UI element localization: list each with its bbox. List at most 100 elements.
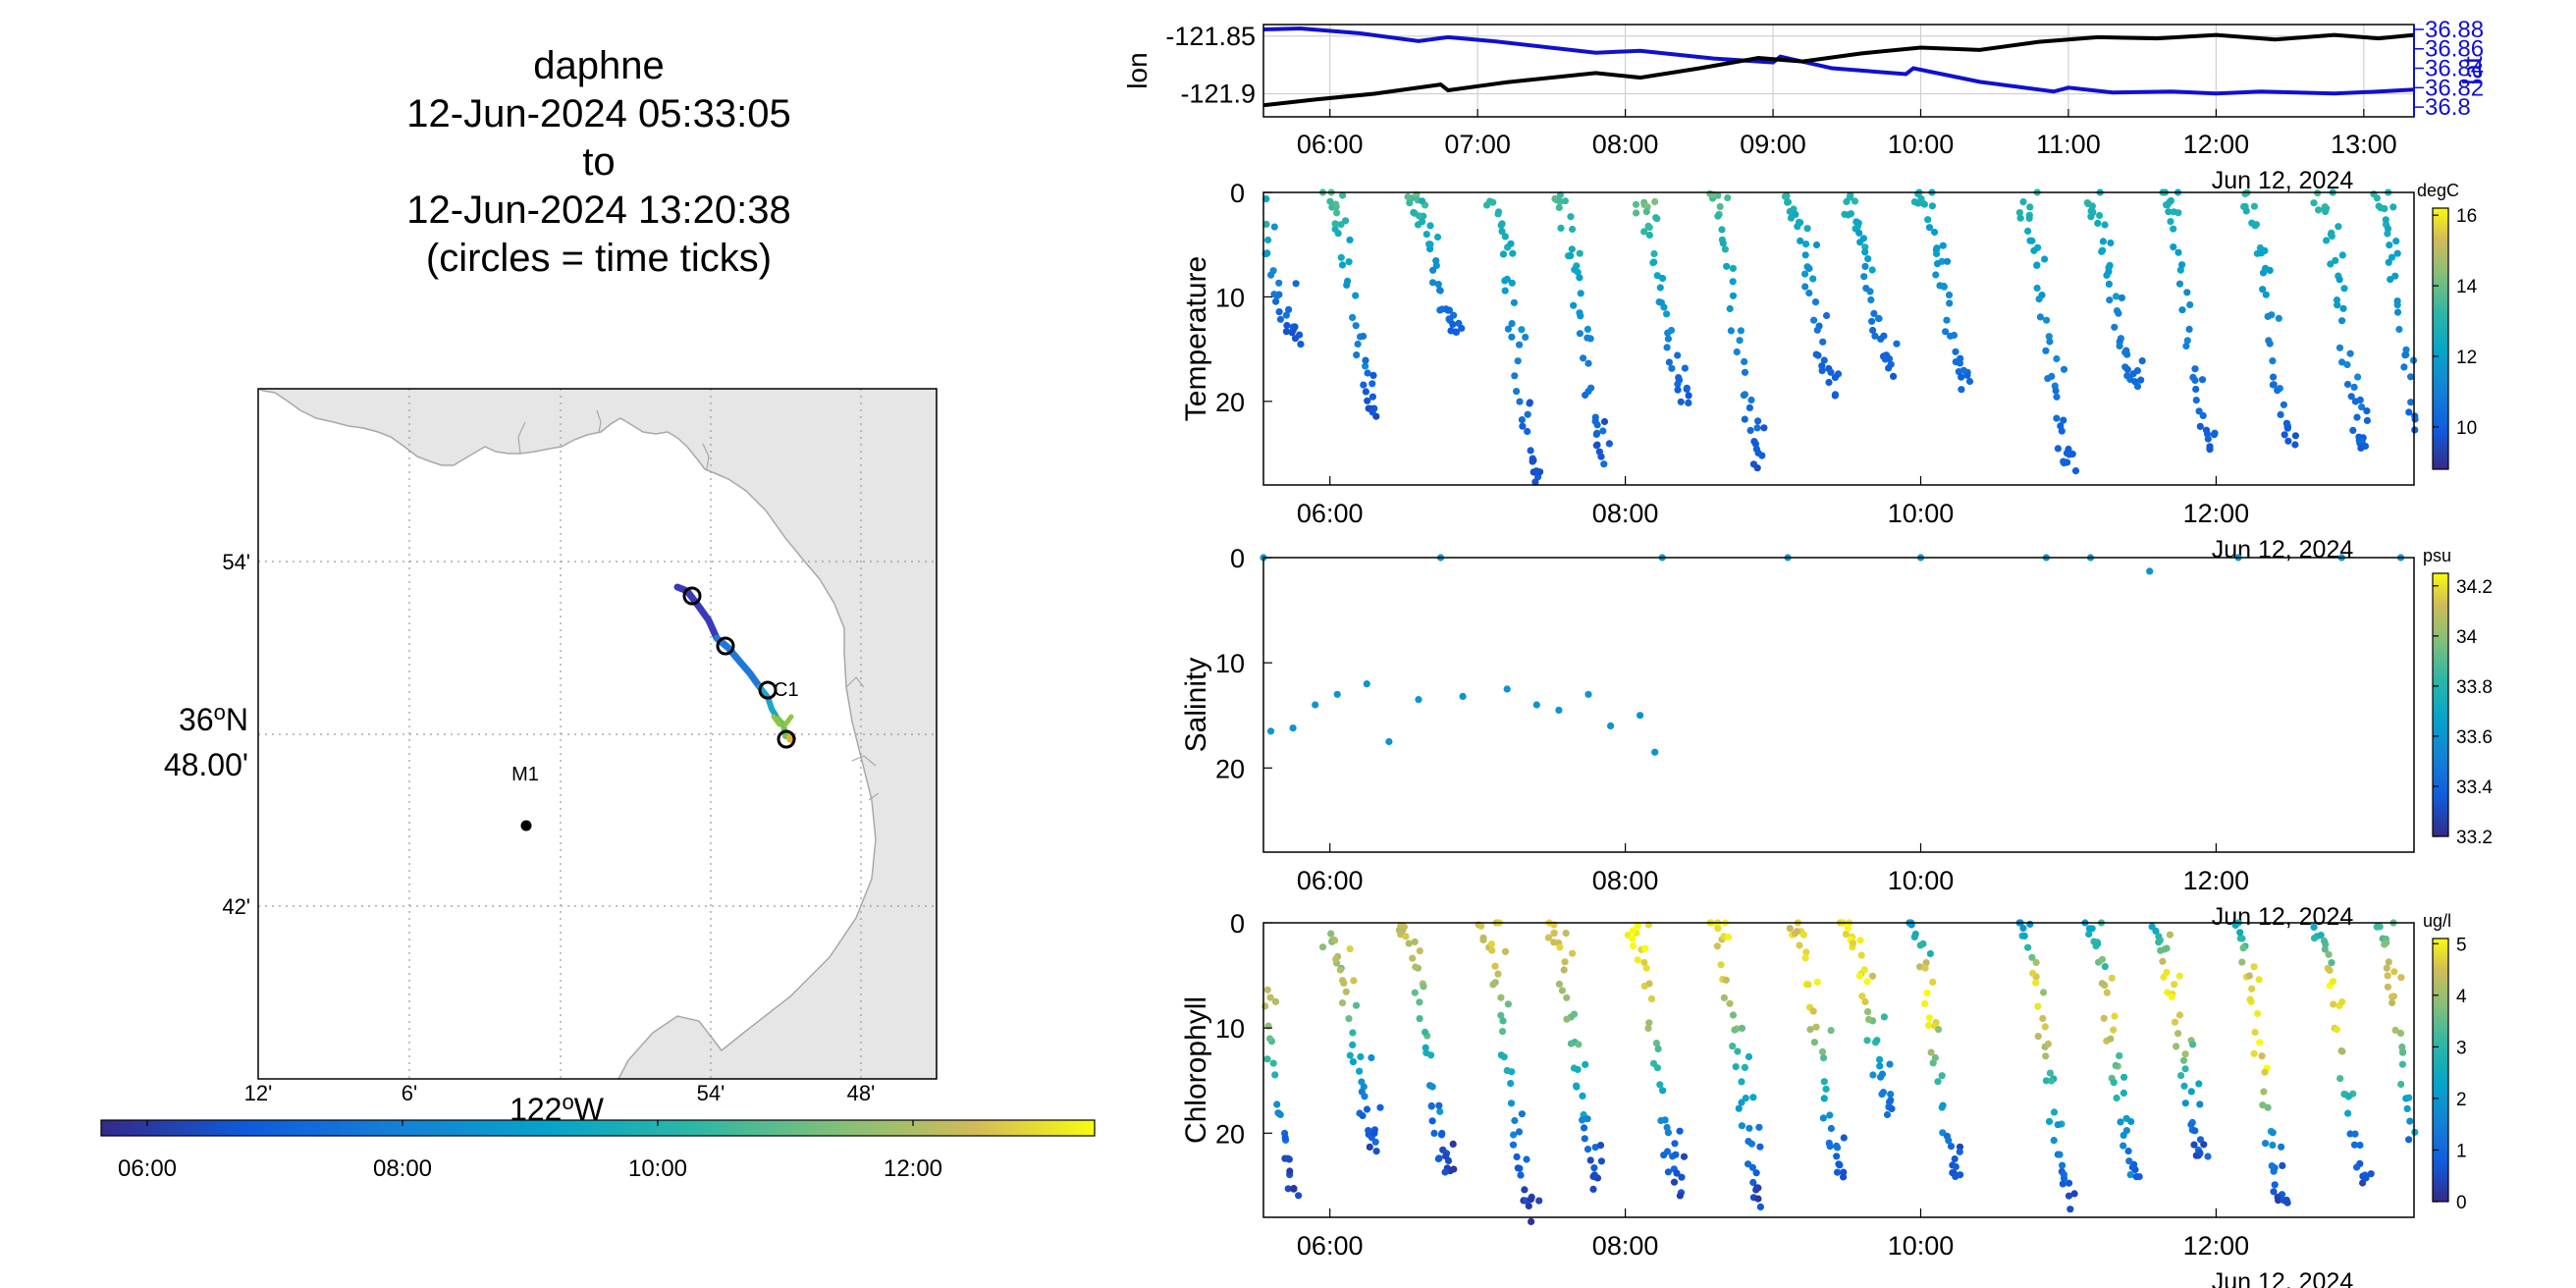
data-point: [2383, 964, 2390, 972]
data-point: [2028, 953, 2036, 961]
data-point: [2344, 1109, 2352, 1117]
data-point: [2291, 432, 2299, 440]
data-point: [2195, 407, 2203, 415]
data-point: [1516, 398, 1524, 405]
y-tick-label: 10: [1215, 1014, 1245, 1044]
data-point: [1725, 934, 1733, 941]
data-point: [1804, 981, 1812, 989]
data-point: [1729, 1043, 1737, 1050]
data-point: [1734, 1047, 1742, 1055]
data-point: [1569, 225, 1577, 234]
data-point: [2039, 1014, 2047, 1023]
data-point: [1563, 993, 1571, 1001]
colorbar-tick-label: 12: [2456, 348, 2477, 368]
data-point: [1283, 321, 1291, 330]
data-point: [2171, 1018, 2179, 1026]
data-point: [1281, 1134, 1289, 1142]
data-point: [1784, 198, 1793, 206]
data-point: [2400, 363, 2408, 371]
data-point: [1805, 264, 1813, 273]
data-point: [1357, 1052, 1365, 1061]
data-point: [2070, 1190, 2078, 1198]
data-point: [2411, 415, 2419, 423]
data-point: [1497, 1011, 1505, 1019]
temperature-colorbar-ticks: 16 14 12 10: [2433, 206, 2478, 439]
data-point: [2191, 365, 2199, 373]
data-point: [1673, 1169, 1681, 1177]
data-point: [2405, 408, 2413, 416]
data-point: [1741, 391, 1748, 399]
data-point: [2053, 354, 2061, 363]
data-point: [2317, 932, 2325, 939]
temperature-axis-label: Temperature: [1180, 256, 1212, 421]
data-point: [1436, 287, 1444, 295]
data-point: [1562, 930, 1570, 938]
data-point: [1430, 1129, 1438, 1137]
data-point: [1651, 748, 1659, 756]
data-point: [1820, 1054, 1828, 1062]
data-point: [2242, 207, 2250, 215]
data-point: [1285, 305, 1293, 313]
data-point: [1568, 245, 1576, 253]
data-point: [2060, 1170, 2067, 1178]
data-point: [1334, 230, 1342, 238]
data-point: [1581, 1124, 1588, 1132]
data-point: [1644, 222, 1652, 230]
data-point: [2121, 349, 2129, 356]
map-lon-ticks: 12' 6' 54' 48': [244, 1081, 876, 1105]
data-point: [2098, 955, 2107, 963]
data-point: [1527, 1196, 1535, 1204]
data-point: [1887, 1091, 1895, 1099]
data-point: [1886, 1099, 1894, 1106]
data-point: [1513, 1153, 1521, 1160]
data-point: [2262, 291, 2270, 298]
data-point: [2264, 1103, 2272, 1111]
data-point: [1925, 1021, 1933, 1030]
data-point: [1663, 1123, 1671, 1132]
data-point: [2389, 203, 2397, 211]
data-point: [1738, 1078, 1745, 1086]
data-point: [2190, 1141, 2198, 1149]
data-point: [1854, 219, 1862, 227]
data-point: [2098, 980, 2106, 988]
data-point: [1958, 386, 1965, 394]
data-point: [1364, 369, 1371, 377]
data-point: [2210, 431, 2219, 439]
data-point: [2191, 1127, 2199, 1135]
data-point: [1445, 315, 1453, 323]
data-point: [1503, 1066, 1511, 1075]
data-point: [2339, 304, 2347, 312]
data-point: [1583, 1115, 1591, 1123]
data-point: [2113, 1094, 2120, 1102]
data-point: [1862, 285, 1870, 293]
y-tick-label: 10: [1215, 283, 1245, 312]
data-point: [1741, 415, 1748, 423]
data-point: [2112, 1061, 2120, 1069]
data-point: [1877, 335, 1885, 343]
data-point: [2356, 1141, 2364, 1150]
data-point: [1579, 1116, 1586, 1124]
data-point: [1416, 998, 1423, 1006]
data-point: [1865, 1015, 1873, 1023]
data-point: [2333, 296, 2341, 304]
data-point: [1524, 427, 1531, 436]
data-point: [1958, 373, 1965, 381]
data-point: [1337, 253, 1345, 261]
data-point: [1477, 922, 1485, 930]
map-panel: 54' 42' 36oN 48.00' 12' 6' 54' 48' 122oW…: [100, 388, 1096, 1182]
data-point: [1818, 1047, 1827, 1055]
data-point: [1656, 284, 1664, 292]
data-point: [1878, 1091, 1886, 1099]
data-point: [1652, 214, 1660, 222]
data-point: [2283, 424, 2291, 432]
x-tick-label: 12:00: [2183, 1231, 2250, 1261]
data-point: [1844, 924, 1852, 933]
track-segment-early: [673, 583, 721, 642]
data-point: [1729, 278, 1737, 286]
data-point: [1523, 1155, 1530, 1163]
data-point: [1444, 306, 1452, 314]
station-m1: M1: [511, 764, 539, 832]
colorbar-tick-label: 33.2: [2456, 828, 2493, 848]
data-point: [2195, 1080, 2203, 1088]
